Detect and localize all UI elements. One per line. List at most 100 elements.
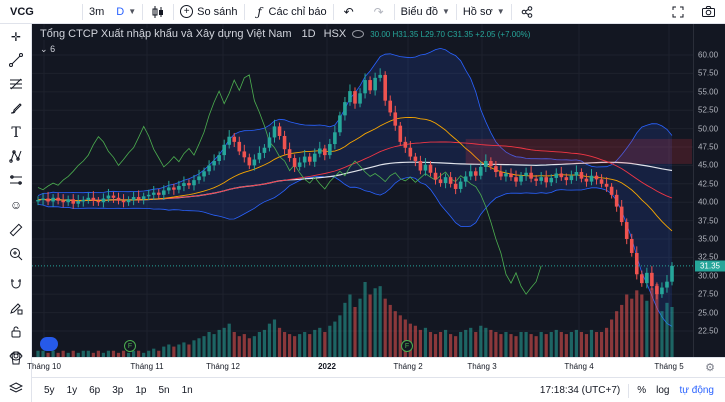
candle-body: [36, 199, 40, 202]
financials-event-icon[interactable]: F: [124, 340, 136, 352]
crosshair-tool[interactable]: ✛: [6, 28, 26, 46]
text-tool[interactable]: T: [6, 124, 26, 142]
fib-tool[interactable]: [6, 76, 26, 94]
candle-body: [564, 177, 569, 181]
candle-body: [408, 147, 413, 157]
profile-menu-button[interactable]: Hồ sơ ▼: [457, 0, 511, 24]
volume-bar: [86, 350, 90, 357]
price-axis[interactable]: 60.00 57.50 55.00 52.50 50.00 47.50 45.00 42.50…: [693, 24, 725, 357]
pattern-tool[interactable]: [6, 148, 26, 166]
candlestick-icon: [149, 3, 167, 21]
volume-bar: [438, 332, 443, 357]
candle-body: [96, 200, 101, 203]
volume-bar: [589, 329, 594, 357]
financials-event-icon[interactable]: F: [401, 340, 413, 352]
object-tree-button[interactable]: [6, 380, 26, 398]
candle-body: [71, 199, 76, 204]
volume-bar: [111, 350, 116, 357]
remove-drawings-button[interactable]: [6, 350, 26, 368]
redo-button[interactable]: ↷: [364, 0, 394, 24]
candle-body: [323, 148, 327, 156]
candle-body: [292, 158, 297, 167]
range-1d-button[interactable]: 1n: [181, 384, 193, 396]
volume-bar: [293, 336, 297, 357]
volume-bar: [106, 350, 111, 357]
chart-type-menu-button[interactable]: Biểu đồ ▼: [395, 0, 456, 24]
indicators-button[interactable]: ƒ Các chỉ báo: [245, 0, 333, 24]
volume-bar: [665, 302, 669, 357]
bottom-right-controls: 17:18:34 (UTC+7) % log tự động: [535, 378, 719, 402]
volume-bar: [212, 334, 216, 357]
gear-icon[interactable]: ⚙: [705, 362, 715, 374]
candle-body: [61, 200, 65, 203]
candle-body: [232, 136, 237, 142]
volume-bar: [620, 304, 624, 357]
volume-bar: [403, 319, 407, 357]
time-tick: Tháng 5: [654, 362, 684, 371]
lock-drawings-tool[interactable]: [6, 324, 26, 342]
chart-style-button[interactable]: D ▼: [110, 0, 142, 24]
range-1y-button[interactable]: 1y: [66, 384, 78, 396]
legend-close: C31.35: [447, 29, 474, 39]
candles-type-button[interactable]: [143, 0, 173, 24]
brush-icon: [9, 101, 23, 118]
magnet-tool[interactable]: [6, 276, 26, 294]
log-scale-toggle[interactable]: log: [656, 385, 670, 396]
volume-bar: [303, 332, 307, 357]
candle-body: [161, 190, 166, 195]
candle-body: [368, 80, 372, 91]
keep-drawing-tool[interactable]: [6, 300, 26, 318]
volume-bar: [655, 284, 659, 357]
range-3m-button[interactable]: 3p: [112, 384, 124, 396]
zoom-tool[interactable]: [6, 246, 26, 264]
percent-scale-toggle[interactable]: %: [637, 385, 647, 396]
brush-tool[interactable]: [6, 100, 26, 118]
candle-body: [297, 162, 302, 167]
fullscreen-button[interactable]: [663, 0, 693, 24]
volume-bar: [398, 315, 402, 357]
zoom-in-icon: [9, 247, 23, 264]
time-axis[interactable]: Tháng 10 Tháng 11 Tháng 12 2022 Tháng 2 …: [27, 357, 725, 377]
measure-range-tool[interactable]: [6, 172, 26, 190]
price-tick: 22.50: [698, 326, 719, 336]
volume-bar: [252, 336, 256, 357]
range-6m-button[interactable]: 6p: [89, 384, 101, 396]
volume-bar: [670, 307, 674, 357]
cloud-logo-icon: [40, 337, 58, 351]
eye-icon[interactable]: [352, 30, 365, 38]
undo-button[interactable]: ↶: [334, 0, 364, 24]
candle-body: [167, 187, 171, 191]
volume-bar: [504, 332, 508, 357]
snapshot-button[interactable]: [693, 0, 725, 24]
candle-body: [353, 91, 357, 104]
volume-bar: [479, 325, 483, 357]
chart-pane[interactable]: Tổng CTCP Xuất nhập khẩu và Xây dựng Việ…: [32, 24, 693, 357]
function-icon: ƒ: [257, 4, 262, 19]
candle-body: [489, 160, 493, 167]
indicators-label: Các chỉ báo: [268, 5, 327, 18]
toolbar-divider: [243, 3, 245, 20]
ruler-tool[interactable]: [6, 222, 26, 240]
auto-scale-toggle[interactable]: tự động: [679, 385, 715, 396]
toolbar-divider: [142, 3, 144, 20]
candle-body: [549, 177, 554, 183]
clock-timezone[interactable]: 17:18:34 (UTC+7): [539, 385, 621, 396]
candle-body: [46, 198, 50, 202]
symbol-search-button[interactable]: VCG: [0, 0, 82, 24]
range-5d-button[interactable]: 5n: [158, 384, 170, 396]
range-1m-button[interactable]: 1p: [135, 384, 147, 396]
volume-bar: [162, 346, 166, 357]
candle-body: [156, 192, 161, 195]
volume-bar: [121, 350, 126, 357]
candle-body: [222, 144, 226, 156]
emoji-tool[interactable]: ☺: [6, 196, 26, 214]
share-button[interactable]: [512, 0, 542, 24]
interval-button[interactable]: 3m: [83, 0, 110, 24]
price-chart[interactable]: [32, 24, 693, 357]
volume-bar: [137, 350, 141, 357]
chevron-down-icon: ▼: [128, 7, 137, 16]
trendline-tool[interactable]: [6, 52, 26, 70]
range-5y-button[interactable]: 5y: [44, 384, 55, 396]
compare-button[interactable]: + So sánh: [174, 0, 243, 24]
indicators-collapse-toggle[interactable]: ⌄ 6: [40, 44, 55, 55]
